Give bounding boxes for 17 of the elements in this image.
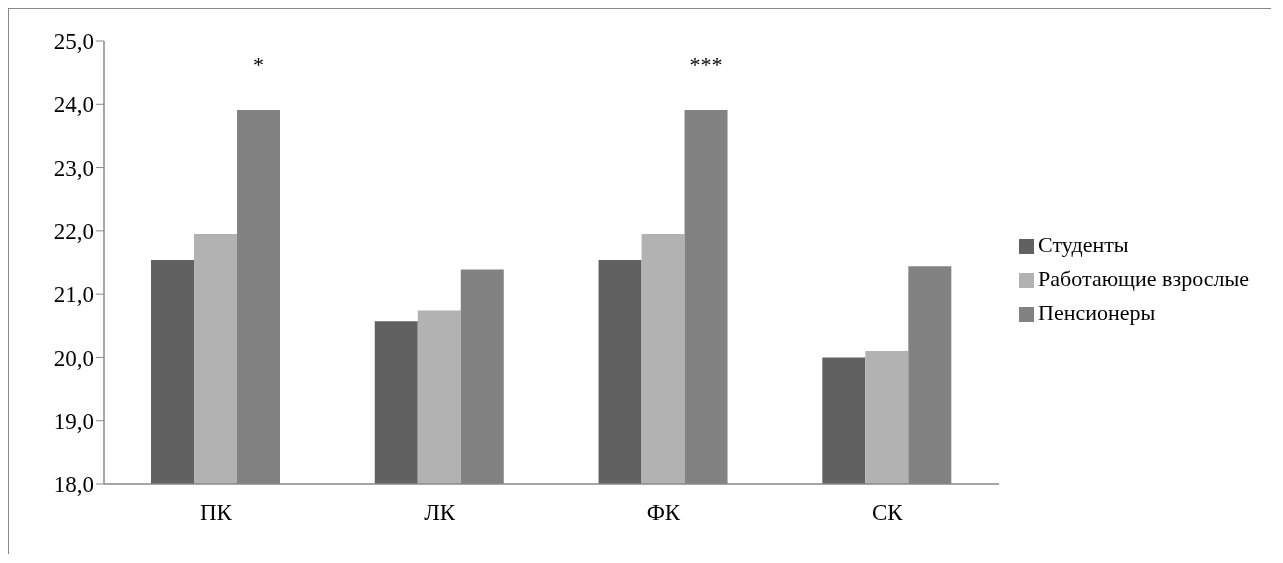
x-tick-label: СК: [871, 500, 904, 526]
y-tick-label: 23,0: [53, 155, 94, 181]
y-tick-label: 20,0: [53, 345, 94, 371]
y-tick-label: 21,0: [53, 282, 94, 308]
legend-label: Пенсионеры: [1038, 300, 1156, 325]
x-tick-label: ПК: [199, 500, 233, 526]
y-tick-label: 24,0: [53, 92, 94, 118]
legend-label: Работающие взрослые: [1038, 266, 1249, 291]
x-tick-label: ЛК: [424, 500, 456, 526]
legend-label: Студенты: [1038, 232, 1129, 257]
x-tick-label: ФК: [646, 500, 681, 526]
y-tick-label: 25,0: [53, 29, 94, 55]
annotation: ***: [689, 51, 723, 77]
y-tick-label: 18,0: [53, 472, 94, 498]
annotation: *: [252, 51, 264, 77]
y-tick-label: 22,0: [53, 219, 94, 245]
y-tick-label: 19,0: [53, 408, 94, 434]
